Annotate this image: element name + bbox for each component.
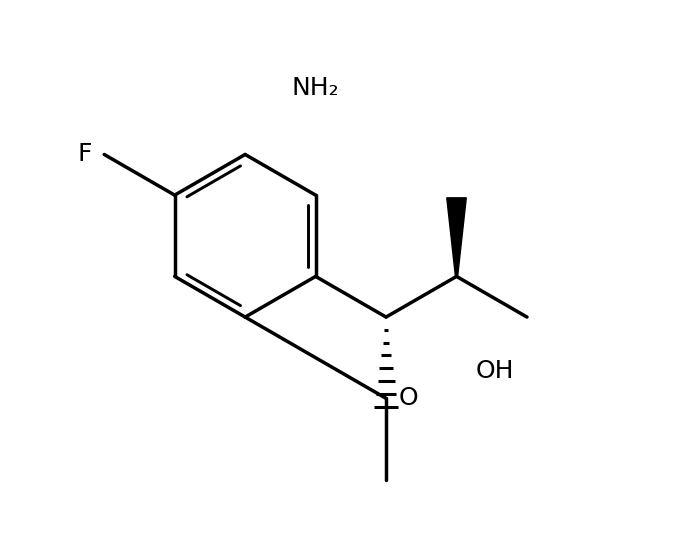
Text: OH: OH bbox=[475, 359, 514, 383]
Polygon shape bbox=[447, 198, 466, 276]
Text: F: F bbox=[78, 143, 92, 166]
Text: NH₂: NH₂ bbox=[292, 76, 339, 100]
Text: O: O bbox=[398, 386, 418, 410]
